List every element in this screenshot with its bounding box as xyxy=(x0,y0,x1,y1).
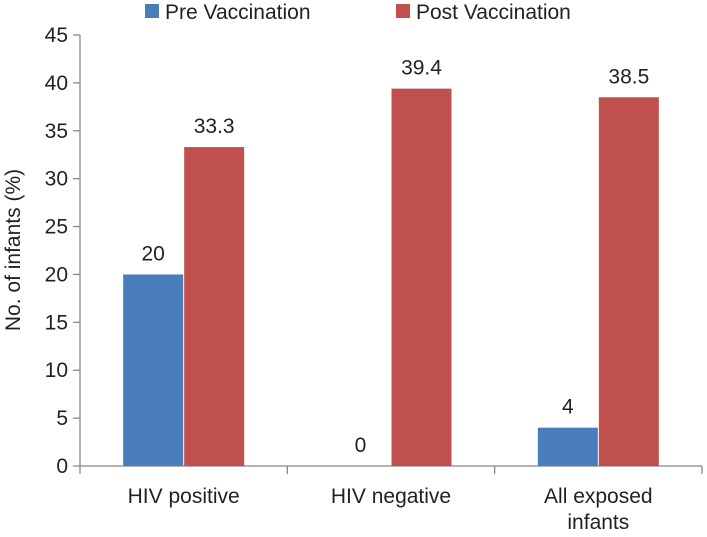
y-tick-label: 0 xyxy=(56,455,68,478)
data-label: 39.4 xyxy=(401,57,442,80)
bar-post-vaccination xyxy=(598,97,659,466)
x-category-label: HIV negative xyxy=(331,485,451,508)
y-tick-label: 40 xyxy=(45,72,68,95)
legend-swatch xyxy=(145,4,159,18)
data-label: 4 xyxy=(562,396,574,419)
data-label: 20 xyxy=(141,242,164,265)
y-tick-label: 15 xyxy=(45,311,68,334)
bars xyxy=(123,88,659,466)
y-tick-label: 35 xyxy=(45,120,68,143)
y-axis: 0 5 10 15 20 25 30 35 40 45 xyxy=(45,24,81,478)
legend-swatch xyxy=(396,4,410,18)
legend: Pre Vaccination Post Vaccination xyxy=(145,1,571,24)
y-tick-label: 25 xyxy=(45,216,68,239)
data-labels: 20 0 4 33.3 39.4 38.5 xyxy=(141,57,649,457)
data-label: 38.5 xyxy=(608,65,649,88)
y-tick-label: 20 xyxy=(45,263,68,286)
x-category-label: HIV positive xyxy=(128,485,240,508)
y-tick-label: 5 xyxy=(56,407,68,430)
y-tick-label: 10 xyxy=(45,359,68,382)
bar-pre-vaccination xyxy=(123,274,184,466)
data-label: 0 xyxy=(355,434,367,457)
y-tick-label: 30 xyxy=(45,168,68,191)
legend-label: Pre Vaccination xyxy=(165,1,311,24)
legend-label: Post Vaccination xyxy=(416,1,571,24)
data-label: 33.3 xyxy=(194,115,235,138)
x-axis: HIV positive HIV negative All exposed infan… xyxy=(79,465,703,534)
x-category-label: All exposed infants xyxy=(544,485,653,534)
bar-pre-vaccination xyxy=(537,427,598,466)
y-axis-title: No. of infants (%) xyxy=(2,169,25,331)
bar-post-vaccination xyxy=(184,147,245,466)
y-tick-label: 45 xyxy=(45,24,68,47)
bar-post-vaccination xyxy=(391,88,452,466)
